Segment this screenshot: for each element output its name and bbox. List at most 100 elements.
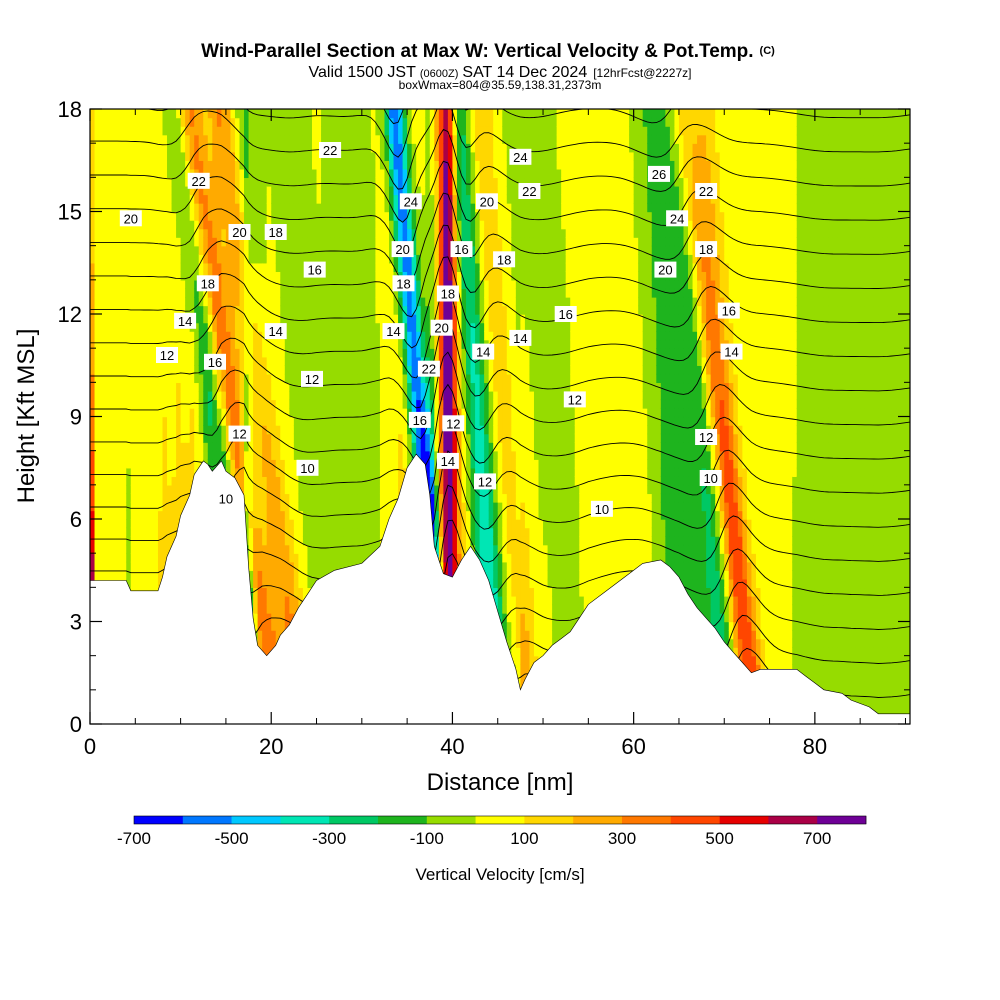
w-cell [389, 356, 395, 366]
w-cell [112, 117, 118, 127]
w-cell [198, 220, 204, 230]
w-cell [244, 390, 250, 401]
w-cell [321, 544, 327, 554]
w-cell [284, 356, 291, 366]
w-cell [384, 314, 390, 324]
w-cell [298, 484, 304, 495]
w-cell [307, 399, 313, 409]
w-cell [198, 399, 204, 409]
w-cell [108, 228, 114, 238]
w-cell [135, 237, 141, 247]
w-cell [316, 339, 322, 349]
w-cell [230, 279, 236, 290]
w-cell [389, 151, 395, 161]
w-cell [203, 382, 209, 392]
w-cell [330, 561, 336, 571]
w-cell [298, 348, 304, 358]
w-cell [321, 185, 327, 196]
w-cell [379, 202, 386, 213]
w-cell [90, 109, 96, 119]
w-cell [339, 296, 345, 307]
w-cell [248, 365, 254, 375]
w-cell [257, 271, 263, 281]
w-cell [225, 450, 232, 460]
w-cell [108, 382, 114, 392]
w-cell [176, 288, 182, 298]
w-cell [221, 177, 227, 187]
w-cell [352, 245, 358, 255]
w-cell [99, 220, 105, 230]
w-cell [271, 211, 277, 221]
w-cell [180, 331, 186, 341]
w-cell [253, 262, 259, 272]
w-cell [253, 151, 259, 161]
w-cell [293, 442, 300, 452]
w-cell [144, 390, 150, 401]
w-cell [375, 484, 381, 495]
w-cell [207, 442, 214, 452]
w-cell [108, 553, 114, 563]
w-cell [293, 322, 300, 332]
w-cell [203, 211, 209, 221]
w-cell [253, 365, 259, 375]
w-cell [271, 519, 277, 529]
w-cell [157, 467, 164, 477]
w-cell [330, 160, 336, 170]
w-cell [348, 519, 354, 529]
w-cell [212, 373, 218, 384]
w-cell [343, 425, 349, 435]
w-cell [284, 595, 291, 606]
w-cell [330, 288, 336, 298]
w-cell [157, 194, 164, 204]
w-cell [357, 373, 363, 384]
w-cell [176, 476, 182, 486]
w-cell [262, 647, 268, 657]
w-cell [244, 126, 250, 136]
w-cell [321, 416, 327, 426]
w-cell [366, 185, 372, 196]
w-cell [148, 322, 155, 332]
w-cell [144, 501, 150, 512]
w-cell [330, 476, 336, 486]
w-cell [198, 126, 204, 136]
w-cell [185, 433, 191, 443]
w-cell [108, 134, 114, 144]
w-cell [167, 211, 173, 221]
w-cell [379, 177, 386, 187]
w-cell [189, 151, 195, 161]
w-cell [257, 194, 263, 204]
w-cell [366, 151, 372, 161]
w-cell [257, 476, 263, 486]
w-cell [262, 459, 268, 469]
w-cell [157, 211, 164, 221]
w-cell [262, 570, 268, 580]
w-cell [271, 621, 277, 631]
w-cell [171, 254, 177, 264]
w-cell [157, 279, 164, 290]
w-cell [176, 126, 182, 136]
w-cell [257, 262, 263, 272]
w-cell [139, 561, 146, 571]
w-cell [370, 109, 377, 119]
w-cell [212, 407, 218, 418]
w-cell [375, 279, 381, 290]
w-cell [321, 220, 327, 230]
w-cell [266, 442, 272, 452]
w-cell [135, 151, 141, 161]
w-cell [339, 476, 345, 486]
w-cell [366, 416, 372, 426]
w-cell [357, 117, 363, 127]
w-cell [230, 296, 236, 307]
w-cell [108, 331, 114, 341]
w-cell [398, 288, 404, 298]
w-cell [108, 117, 114, 127]
w-cell [99, 484, 105, 495]
w-cell [135, 202, 141, 213]
w-cell [321, 493, 327, 503]
w-cell [334, 561, 340, 571]
w-cell [117, 314, 123, 324]
w-cell [284, 228, 291, 238]
w-cell [94, 151, 100, 161]
w-cell [311, 160, 318, 170]
